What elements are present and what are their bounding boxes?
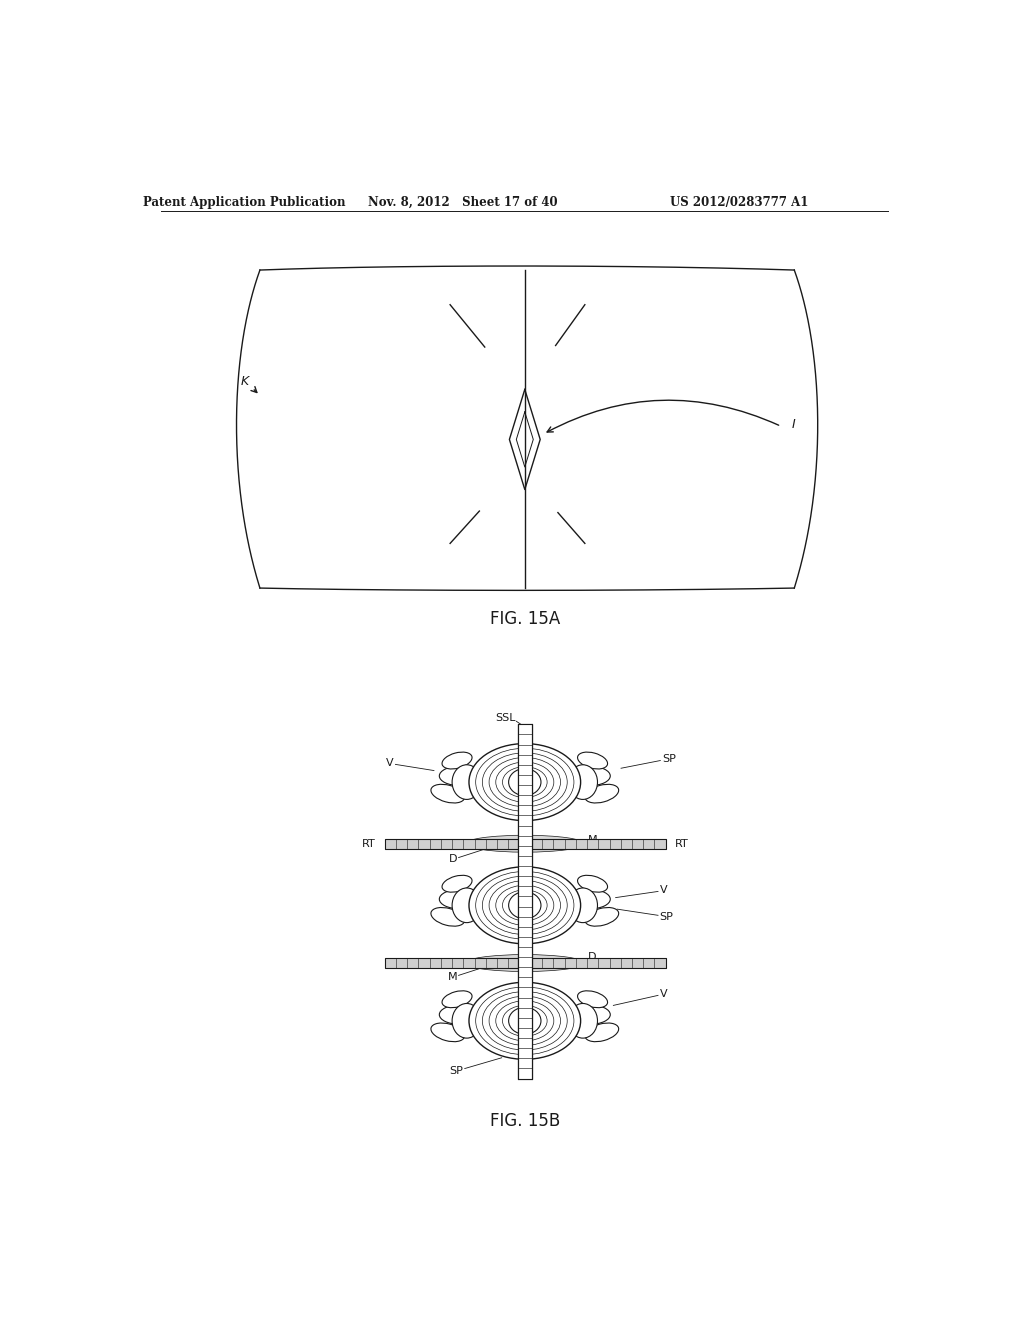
Ellipse shape [578,752,607,770]
Ellipse shape [442,991,472,1007]
Ellipse shape [585,908,618,927]
Bar [385,838,666,849]
Bar [518,725,531,1078]
Ellipse shape [585,1023,618,1041]
Text: SSL: SSL [495,713,515,723]
Text: V: V [386,758,394,768]
Ellipse shape [578,991,607,1007]
Ellipse shape [568,764,597,800]
Ellipse shape [439,1005,479,1024]
Text: I: I [792,417,795,430]
Text: D: D [449,854,457,865]
Ellipse shape [431,1023,465,1041]
Ellipse shape [431,784,465,803]
Ellipse shape [509,1007,541,1035]
Ellipse shape [465,836,585,853]
Text: Nov. 8, 2012   Sheet 17 of 40: Nov. 8, 2012 Sheet 17 of 40 [369,195,558,209]
Ellipse shape [568,1003,597,1038]
Text: FIG. 15B: FIG. 15B [489,1111,560,1130]
Ellipse shape [442,875,472,892]
Ellipse shape [453,764,481,800]
Text: SP: SP [662,754,676,764]
Text: M: M [447,972,457,982]
Ellipse shape [442,752,472,770]
Text: M: M [588,834,598,845]
Text: V: V [659,884,668,895]
Text: SP: SP [659,912,674,921]
Ellipse shape [585,784,618,803]
Ellipse shape [439,767,479,785]
Ellipse shape [469,743,581,821]
Text: D: D [588,952,596,962]
Bar [385,958,666,968]
Ellipse shape [439,890,479,908]
Ellipse shape [469,867,581,944]
Ellipse shape [465,954,585,972]
Text: US 2012/0283777 A1: US 2012/0283777 A1 [670,195,808,209]
Ellipse shape [568,888,597,923]
Ellipse shape [570,767,610,785]
Ellipse shape [570,890,610,908]
Ellipse shape [453,1003,481,1038]
Ellipse shape [570,1005,610,1024]
Ellipse shape [469,982,581,1059]
Ellipse shape [509,892,541,919]
Ellipse shape [509,768,541,796]
Text: Patent Application Publication: Patent Application Publication [143,195,346,209]
Text: RT: RT [361,840,376,850]
Text: K: K [241,375,249,388]
Text: V: V [659,989,668,999]
Bar [518,725,531,1078]
Ellipse shape [453,888,481,923]
Text: SP: SP [450,1065,463,1076]
Ellipse shape [578,875,607,892]
Text: FIG. 15A: FIG. 15A [489,610,560,628]
Ellipse shape [431,908,465,927]
Text: RT: RT [675,840,689,850]
